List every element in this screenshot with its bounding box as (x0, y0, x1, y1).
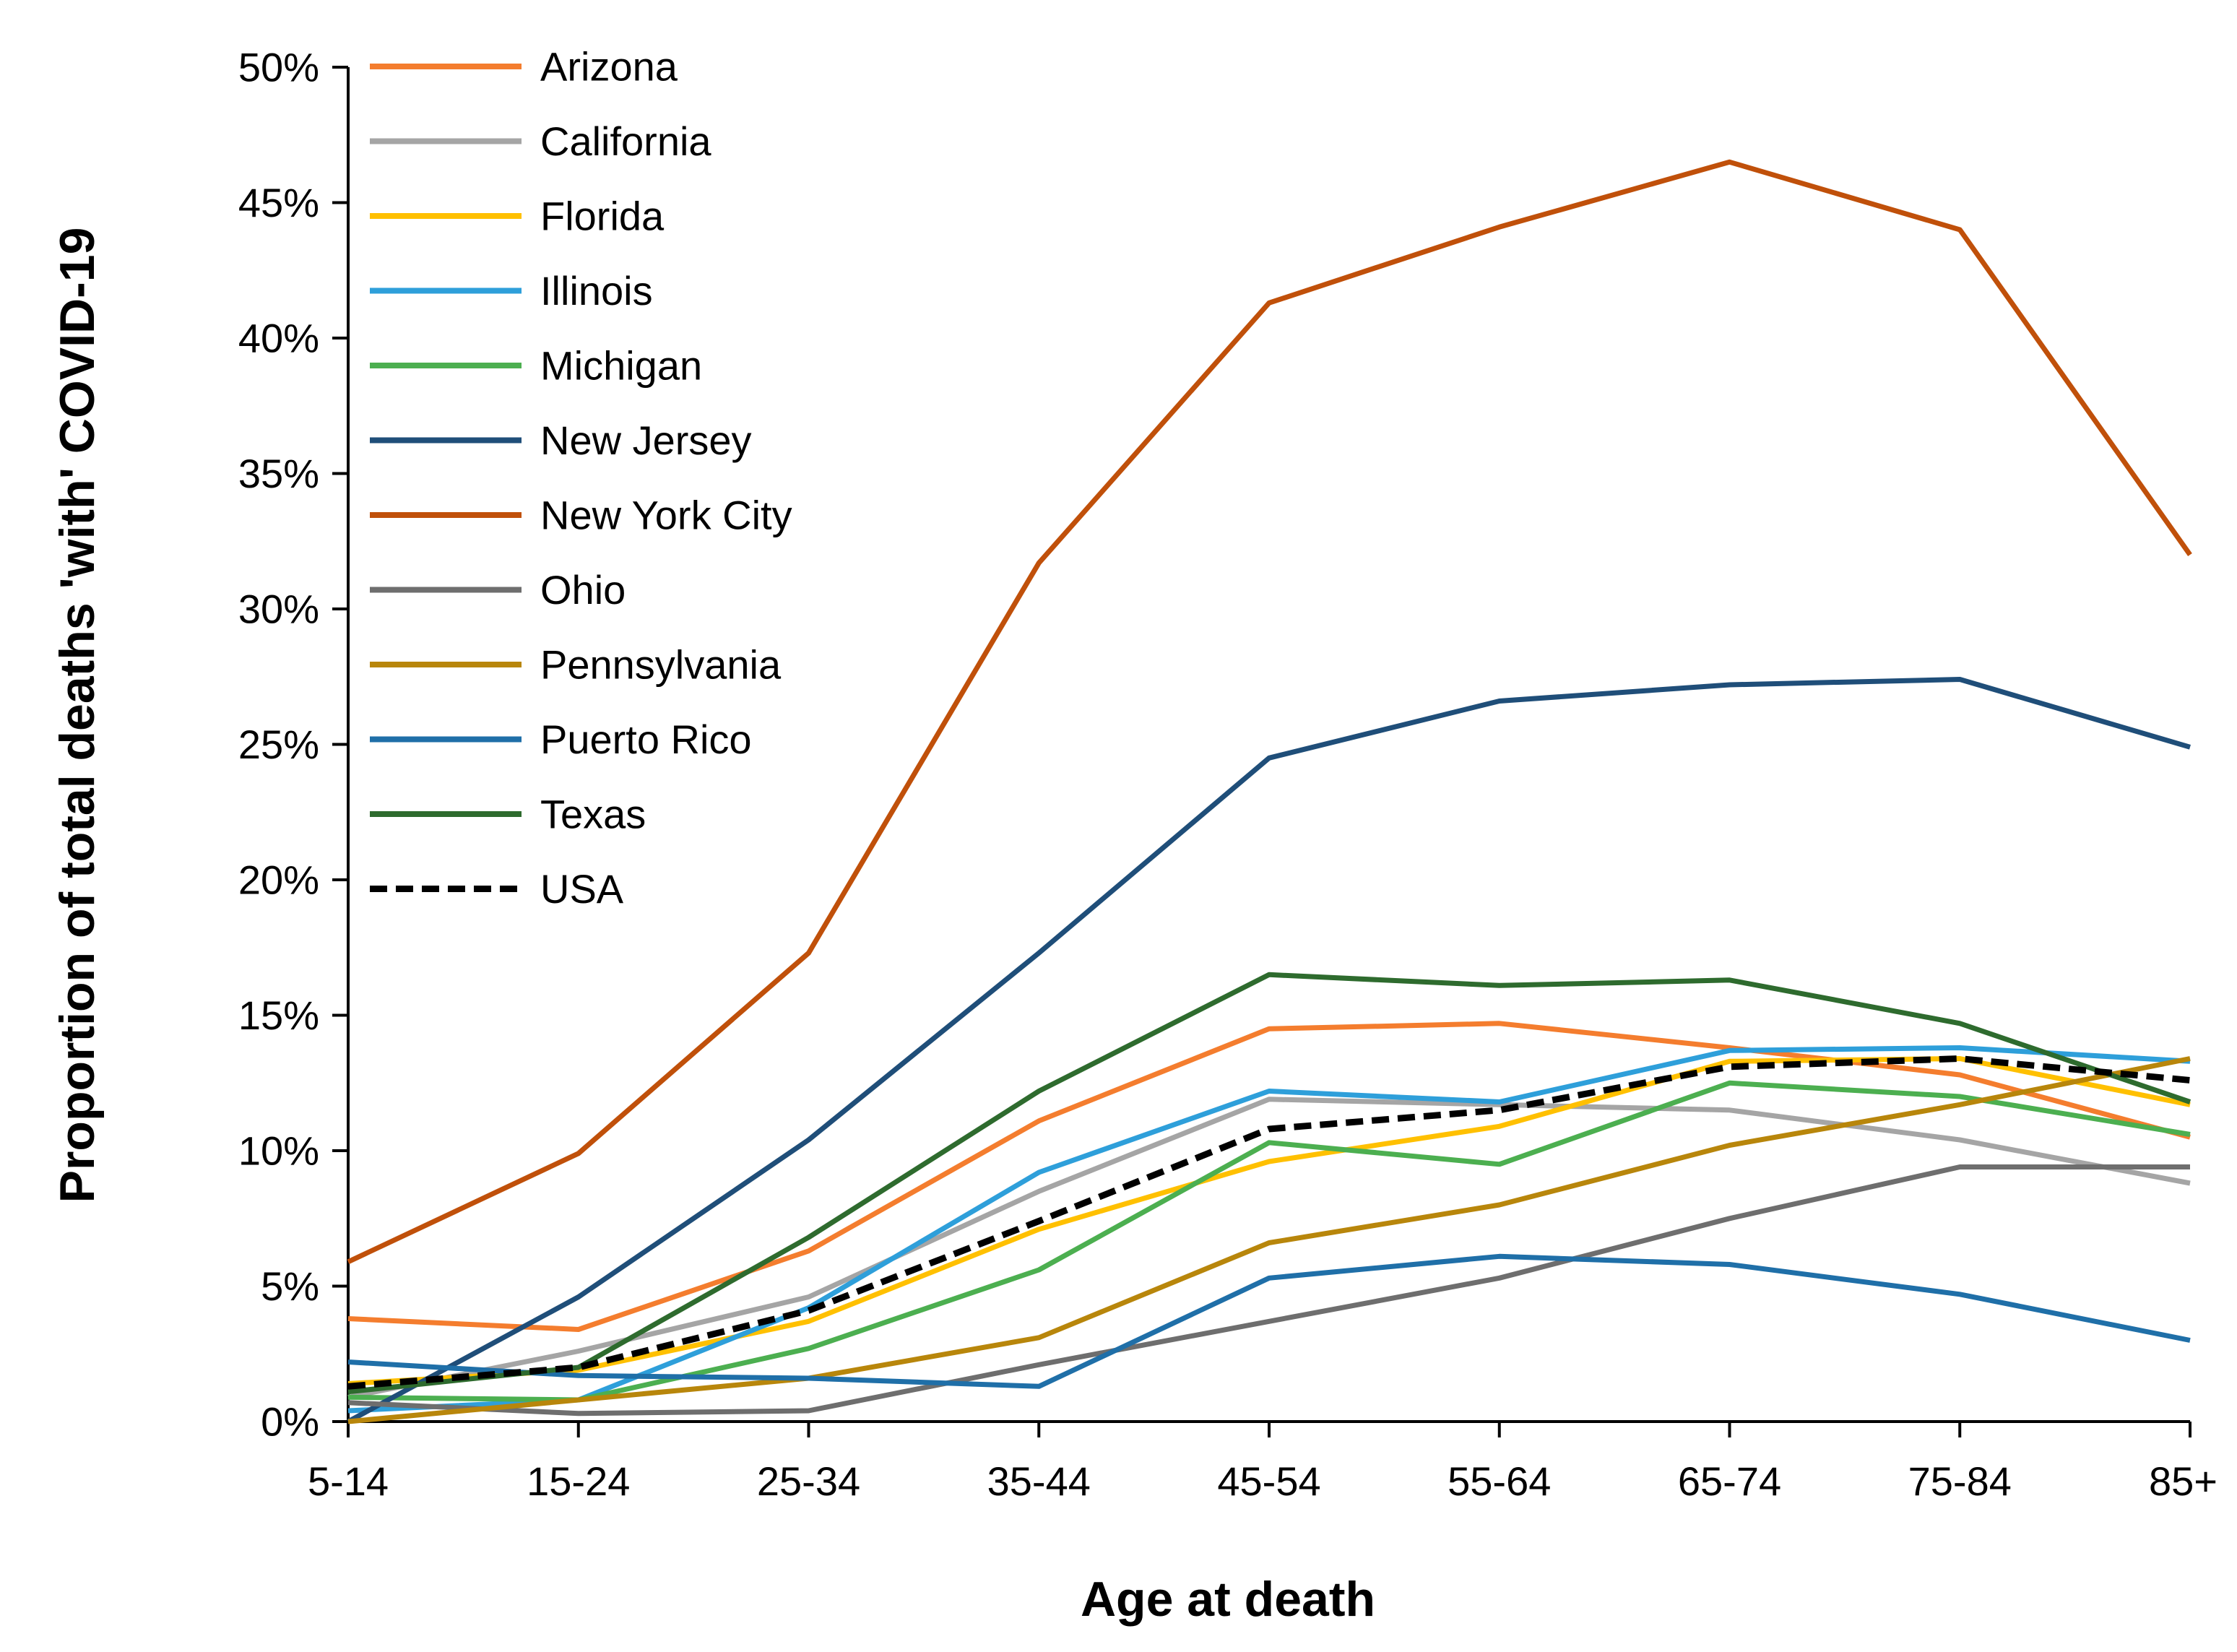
x-axis: 5-14 15-24 25-34 35-44 45-54 55-64 65-74 75-84 8… (308, 1420, 2217, 1504)
y-tick-label: 45% (238, 180, 319, 225)
y-tick-label: 35% (238, 451, 319, 496)
y-tick-label: 15% (238, 993, 319, 1038)
series-line-pennsylvania (347, 1056, 2191, 1424)
x-tick-label: 45-54 (1217, 1458, 1320, 1504)
legend-label-usa: USA (540, 866, 624, 912)
legend-label-illinois: Illinois (540, 268, 653, 313)
series-line-michigan (347, 1080, 2191, 1403)
series-line-california (347, 1097, 2191, 1400)
x-tick-label: 65-74 (1678, 1458, 1781, 1504)
x-tick-label: 55-64 (1448, 1458, 1551, 1504)
legend: Arizona California Florida Illinois Michigan… (370, 44, 792, 912)
x-axis-title: Age at death (1081, 1572, 1375, 1627)
y-tick-label: 0% (261, 1399, 319, 1445)
legend-label-new-york-city: New York City (540, 493, 792, 538)
x-tick-label: 5-14 (308, 1458, 389, 1504)
series-line-ohio (347, 1164, 2190, 1417)
y-tick-label: 10% (238, 1128, 319, 1174)
x-tick-label: 75-84 (1908, 1458, 2012, 1504)
y-tick-label: 50% (238, 45, 319, 90)
legend-label-puerto-rico: Puerto Rico (540, 717, 752, 762)
series-line-illinois (347, 1045, 2191, 1414)
series-line-arizona (347, 1021, 2191, 1332)
series-line-puerto-rico (347, 1253, 2191, 1389)
legend-label-texas: Texas (540, 792, 646, 837)
series-line-new-york-city (347, 159, 2192, 1264)
y-tick-label: 20% (238, 857, 319, 903)
y-axis-title: Proportion of total deaths 'with' COVID-… (50, 228, 105, 1203)
legend-label-california: California (540, 118, 711, 164)
legend-label-new-jersey: New Jersey (540, 418, 752, 463)
series-layer (347, 159, 2192, 1424)
legend-label-florida: Florida (540, 194, 665, 239)
legend-label-ohio: Ohio (540, 567, 626, 613)
x-tick-label: 85+ (2149, 1458, 2217, 1504)
legend-label-pennsylvania: Pennsylvania (540, 642, 782, 688)
series-line-usa (347, 1055, 2191, 1390)
x-tick-label: 25-34 (757, 1458, 860, 1504)
series-line-new-jersey (347, 677, 2191, 1424)
x-tick-label: 35-44 (987, 1458, 1091, 1504)
legend-label-michigan: Michigan (540, 343, 702, 389)
y-axis: 0% 5% 10% 15% 20% 25% 30% 35% 40% 45% 50% (238, 45, 350, 1445)
y-tick-label: 30% (238, 587, 319, 632)
series-line-texas (347, 972, 2191, 1395)
x-tick-label: 15-24 (527, 1458, 630, 1504)
series-line-florida (347, 1056, 2191, 1386)
y-tick-label: 5% (261, 1263, 319, 1309)
y-tick-label: 40% (238, 316, 319, 361)
y-tick-label: 25% (238, 722, 319, 767)
legend-label-arizona: Arizona (540, 44, 678, 90)
